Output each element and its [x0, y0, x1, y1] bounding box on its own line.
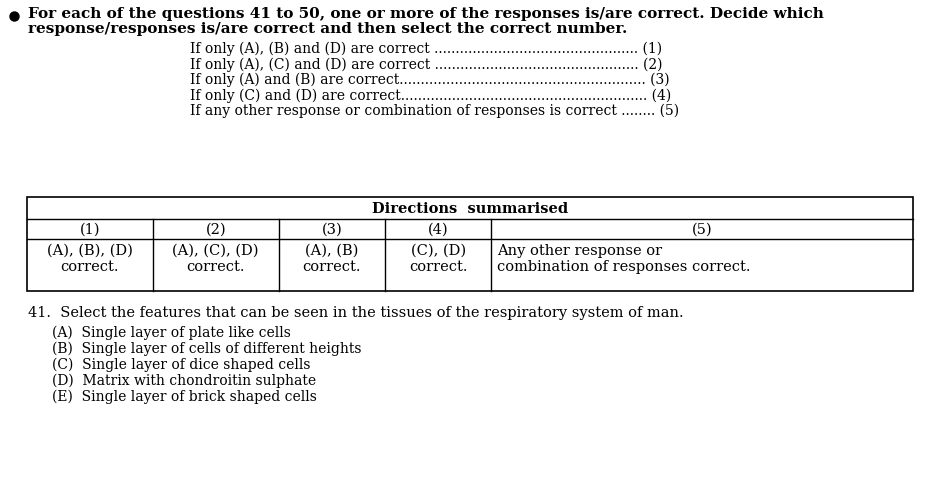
Text: correct.: correct.	[61, 259, 119, 273]
Text: For each of the questions 41 to 50, one or more of the responses is/are correct.: For each of the questions 41 to 50, one …	[28, 7, 823, 21]
Text: (B)  Single layer of cells of different heights: (B) Single layer of cells of different h…	[52, 341, 362, 356]
Text: (3): (3)	[321, 223, 342, 237]
Text: (D)  Matrix with chondroitin sulphate: (D) Matrix with chondroitin sulphate	[52, 373, 316, 388]
Text: 41.  Select the features that can be seen in the tissues of the respiratory syst: 41. Select the features that can be seen…	[28, 305, 683, 319]
Text: correct.: correct.	[303, 259, 361, 273]
Text: (4): (4)	[428, 223, 448, 237]
Text: If only (A), (C) and (D) are correct ...........................................: If only (A), (C) and (D) are correct ...…	[190, 58, 663, 72]
Text: (E)  Single layer of brick shaped cells: (E) Single layer of brick shaped cells	[52, 389, 317, 404]
Text: (1): (1)	[80, 223, 101, 237]
Text: Directions  summarised: Directions summarised	[372, 201, 568, 215]
Text: (A), (B): (A), (B)	[306, 243, 358, 257]
Text: (2): (2)	[206, 223, 226, 237]
Text: (C), (D): (C), (D)	[411, 243, 465, 257]
Text: combination of responses correct.: combination of responses correct.	[497, 259, 751, 273]
Text: If only (C) and (D) are correct.................................................: If only (C) and (D) are correct.........…	[190, 88, 671, 103]
Text: (C)  Single layer of dice shaped cells: (C) Single layer of dice shaped cells	[52, 357, 310, 372]
Text: response/responses is/are correct and then select the correct number.: response/responses is/are correct and th…	[28, 22, 627, 36]
Text: (A), (C), (D): (A), (C), (D)	[172, 243, 258, 257]
Text: (A)  Single layer of plate like cells: (A) Single layer of plate like cells	[52, 325, 290, 340]
Bar	[27, 197, 913, 291]
Text: (5): (5)	[692, 223, 713, 237]
Text: Any other response or: Any other response or	[497, 243, 663, 257]
Text: If only (A) and (B) are correct.................................................: If only (A) and (B) are correct.........…	[190, 73, 669, 87]
Text: If only (A), (B) and (D) are correct ...........................................: If only (A), (B) and (D) are correct ...…	[190, 42, 662, 56]
Text: correct.: correct.	[409, 259, 467, 273]
Text: If any other response or combination of responses is correct ........ (5): If any other response or combination of …	[190, 104, 679, 118]
Text: correct.: correct.	[186, 259, 245, 273]
Text: (A), (B), (D): (A), (B), (D)	[47, 243, 133, 257]
